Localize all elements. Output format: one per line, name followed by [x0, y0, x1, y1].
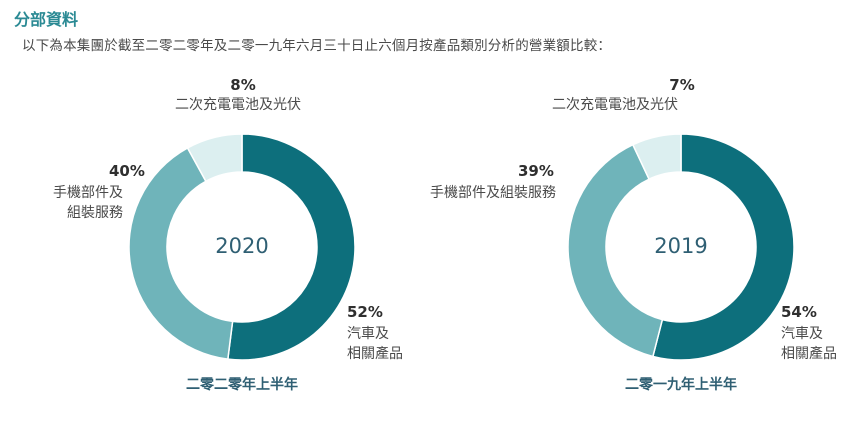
pct-label-battery: 8%	[230, 76, 255, 94]
slice-label-battery: 二次充電電池及光伏	[175, 97, 301, 113]
slice-label-automobile-line1: 汽車及	[347, 325, 389, 342]
donut-chart-2020: 2020 8% 二次充電電池及光伏 40% 手機部件及 組裝服務 52% 汽車及…	[53, 76, 403, 393]
slice-label-automobile-line2: 相關產品	[781, 345, 837, 362]
center-label: 2019	[654, 234, 707, 258]
pct-label-automobile: 52%	[347, 303, 383, 321]
slice-label-battery: 二次充電電池及光伏	[552, 97, 678, 113]
pct-label-handset: 40%	[109, 162, 145, 180]
pct-label-handset: 39%	[518, 162, 554, 180]
pct-label-automobile: 54%	[781, 303, 817, 321]
section-description: 以下為本集團於截至二零二零年及二零一九年六月三十日止六個月按產品類別分析的營業額…	[22, 38, 612, 54]
slice-label-handset-line2: 組裝服務	[67, 205, 123, 221]
slice-automobile	[226, 133, 356, 361]
slice-battery	[631, 133, 682, 181]
center-label: 2020	[215, 234, 268, 258]
slice-label-handset-line1: 手機部件及	[53, 185, 123, 201]
donut-chart-2019: 2019 7% 二次充電電池及光伏 39% 手機部件及組裝服務 54% 汽車及 …	[430, 76, 837, 393]
slice-label-handset: 手機部件及組裝服務	[430, 185, 556, 201]
chart-caption: 二零一九年上半年	[625, 376, 737, 393]
section-title: 分部資料	[14, 10, 79, 29]
slice-battery	[186, 133, 243, 183]
slice-handset	[567, 143, 664, 358]
chart-caption: 二零二零年上半年	[186, 376, 298, 393]
slice-label-automobile-line1: 汽車及	[781, 325, 823, 342]
slice-automobile	[651, 133, 795, 361]
pct-label-battery: 7%	[669, 76, 694, 94]
slice-label-automobile-line2: 相關產品	[347, 345, 403, 362]
slice-handset	[128, 146, 234, 360]
